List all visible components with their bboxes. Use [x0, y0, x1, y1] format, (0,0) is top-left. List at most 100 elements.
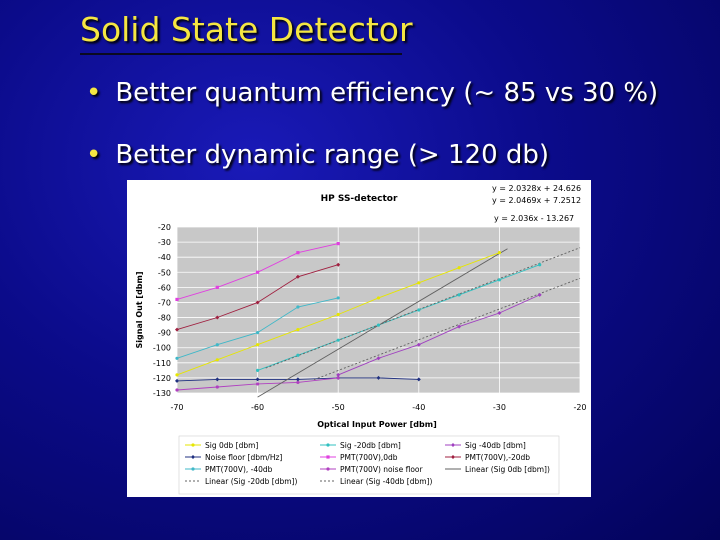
bullet-icon: • [86, 78, 102, 108]
y-tick-label: -120 [153, 374, 171, 383]
trendline-equation: y = 2.0328x + 24.626 [492, 184, 581, 193]
data-point [497, 311, 502, 316]
data-point [215, 385, 219, 389]
y-axis-label: Signal Out [dbm] [135, 271, 144, 348]
x-tick-label: -50 [332, 403, 345, 412]
data-point [457, 266, 461, 270]
legend-label: Noise floor [dbm/Hz] [205, 453, 282, 462]
data-point [336, 262, 341, 267]
data-point [175, 373, 179, 377]
data-point [376, 296, 381, 300]
data-point [296, 353, 300, 357]
x-tick-label: -70 [170, 403, 183, 412]
title-underline [80, 53, 402, 55]
series-line [265, 247, 581, 369]
legend-label: PMT(700V) noise floor [340, 465, 423, 474]
trendline-equation: y = 2.036x - 13.267 [494, 214, 574, 223]
bullet-icon: • [86, 140, 102, 170]
data-point [215, 315, 220, 320]
chart-panel: -20 -30 -40 -50 -60 -70 -80 -90 -100 -110 -120 -130… [127, 180, 591, 497]
series-line [313, 277, 581, 381]
y-tick-label: -60 [158, 283, 171, 292]
data-point [256, 382, 260, 386]
data-point [175, 388, 179, 392]
y-tick-label: -110 [153, 359, 171, 368]
data-point [336, 312, 340, 317]
y-tick-label: -50 [158, 268, 171, 277]
legend-label: PMT(700V), -40db [205, 465, 273, 474]
legend-label: Sig -40db [dbm] [465, 441, 526, 450]
trendline-equation: y = 2.0469x + 7.2512 [492, 196, 581, 205]
legend-label: Linear (Sig -40db [dbm]) [340, 477, 432, 486]
x-tick-label: -30 [493, 403, 506, 412]
y-tick-label: -70 [158, 298, 171, 307]
series-markers [175, 242, 542, 392]
data-point [175, 356, 179, 360]
legend-label: Sig -20db [dbm] [340, 441, 401, 450]
data-point [457, 293, 461, 297]
data-point [296, 305, 300, 309]
data-point [295, 377, 300, 382]
data-point [336, 338, 340, 342]
data-point [175, 327, 179, 332]
legend-marker [451, 443, 455, 447]
data-point [417, 281, 421, 285]
data-point [538, 263, 542, 267]
bullet-text: Better quantum efficiency (~ 85 vs 30 %) [115, 78, 659, 108]
data-point [215, 377, 220, 382]
legend-label: PMT(700V),0db [340, 453, 398, 462]
data-point [255, 300, 260, 305]
y-tick-label: -40 [158, 253, 171, 262]
legend-marker [326, 443, 330, 447]
data-point [336, 296, 340, 300]
legend-marker [191, 455, 195, 459]
bullet-list: • Better quantum efficiency (~ 85 vs 30 %… [86, 78, 658, 202]
legend-marker [191, 443, 195, 447]
chart-legend: Sig 0db [dbm] Sig -20db [dbm] Sig -40db [d… [185, 441, 550, 486]
x-tick-label: -40 [412, 403, 425, 412]
data-point [457, 324, 462, 329]
legend-marker [191, 467, 195, 471]
detector-chart: -20 -30 -40 -50 -60 -70 -80 -90 -100 -110 -120 -130… [135, 184, 587, 495]
series-line [338, 294, 540, 376]
bullet-item: • Better quantum efficiency (~ 85 vs 30 %… [86, 78, 658, 108]
data-point [296, 328, 300, 332]
data-point [215, 285, 219, 289]
data-point [497, 278, 501, 282]
legend-box [178, 435, 560, 495]
data-point [416, 342, 421, 347]
x-axis-label: Optical Input Power [dbm] [317, 420, 436, 429]
x-tick-label: -20 [573, 403, 586, 412]
data-point [376, 356, 381, 361]
x-tick-label: -60 [251, 403, 264, 412]
data-point [336, 372, 341, 377]
y-tick-label: -100 [153, 344, 171, 353]
y-tick-label: -90 [158, 329, 171, 338]
data-point [336, 376, 340, 380]
data-point [255, 377, 260, 382]
legend-label: PMT(700V),-20db [465, 453, 530, 462]
data-point [336, 242, 340, 246]
data-point [417, 308, 421, 312]
legend-label: Linear (Sig -20db [dbm]) [205, 477, 297, 486]
data-point [215, 358, 219, 362]
y-tick-label: -30 [158, 238, 171, 247]
data-point [497, 251, 501, 255]
data-point [256, 270, 260, 274]
data-point [296, 251, 300, 255]
bullet-text: Better dynamic range (> 120 db) [115, 140, 550, 170]
chart-title: HP SS-detector [321, 194, 398, 204]
plot-area [177, 227, 580, 393]
data-point [376, 323, 381, 327]
data-point [256, 368, 260, 372]
data-point [537, 292, 542, 297]
data-point [175, 378, 179, 383]
data-point [215, 343, 219, 347]
axis-ticks: -20 -30 -40 -50 -60 -70 -80 -90 -100 -110 -120 -130… [153, 223, 587, 412]
data-point [256, 343, 260, 347]
data-point [256, 331, 260, 335]
data-point [295, 274, 300, 279]
y-tick-label: -130 [153, 389, 171, 398]
data-point [175, 297, 179, 302]
legend-label: Linear (Sig 0db [dbm]) [465, 465, 550, 474]
